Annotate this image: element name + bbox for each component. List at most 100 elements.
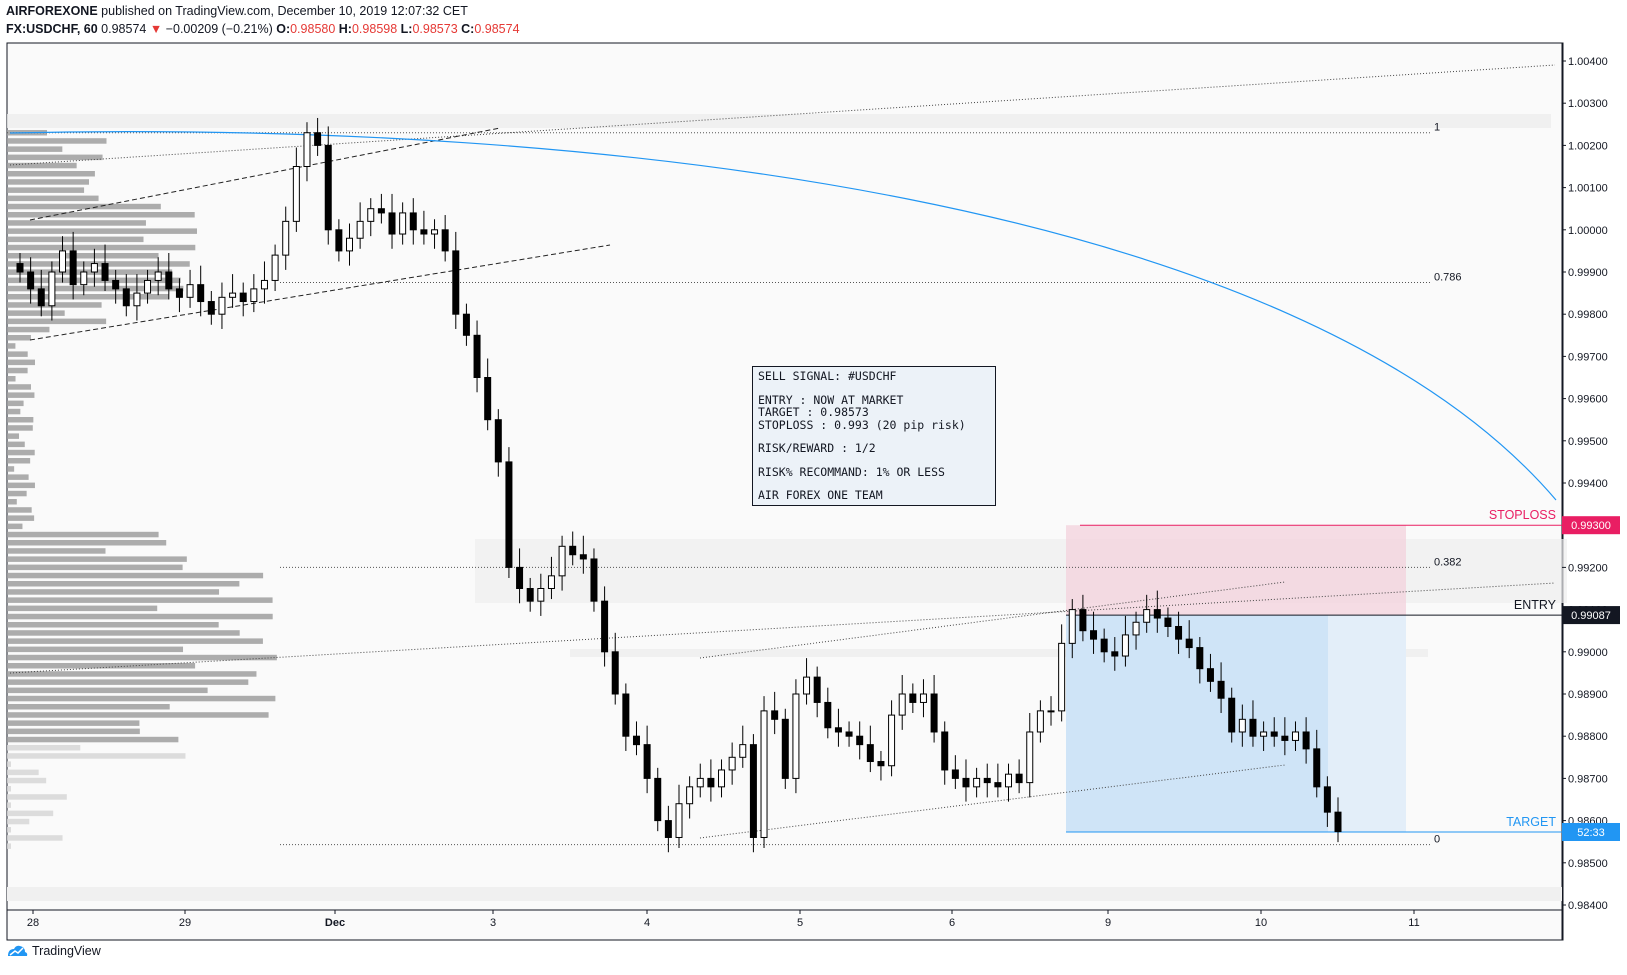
bear-candle-body: [1281, 735, 1289, 741]
candle: [1249, 700, 1257, 747]
bear-candle-body: [37, 288, 45, 307]
candle: [377, 193, 385, 224]
y-tick-label: 1.00000: [1568, 225, 1608, 237]
candle: [122, 274, 130, 317]
footer-brand[interactable]: TradingView: [6, 944, 101, 958]
bull-candle-body: [292, 166, 300, 222]
bear-candle-body: [1164, 617, 1172, 627]
bear-candle-body: [27, 271, 35, 290]
y-tick-label: 1.00200: [1568, 140, 1608, 152]
candle: [260, 261, 268, 304]
volume-profile-bar: [7, 146, 63, 152]
candle: [218, 282, 226, 329]
bear-candle-body: [112, 279, 120, 290]
candle: [654, 767, 662, 832]
bear-candle-body: [1228, 697, 1236, 733]
volume-profile-bar: [7, 630, 240, 636]
price-axis-badge-text: 0.99087: [1571, 610, 1611, 622]
symbol-label[interactable]: FX:USDCHF, 60: [6, 22, 98, 36]
bear-candle-body: [1175, 625, 1183, 640]
candle: [611, 632, 619, 705]
y-tick-label: 0.98400: [1568, 900, 1608, 912]
candle: [494, 409, 502, 477]
bull-candle-body: [250, 288, 258, 303]
volume-profile-bar: [7, 458, 31, 464]
candle: [1068, 599, 1076, 659]
bull-candle-body: [59, 250, 67, 273]
bull-candle-body: [973, 777, 981, 788]
candle: [324, 126, 332, 245]
candle: [632, 721, 640, 756]
candle: [898, 675, 906, 730]
candle: [622, 683, 630, 751]
candle: [1026, 712, 1034, 798]
candle: [728, 742, 736, 785]
bear-candle-body: [930, 693, 938, 733]
candle: [282, 206, 290, 270]
change-arrow-icon: ▼: [149, 22, 163, 36]
bull-candle-body: [1005, 773, 1012, 788]
candle: [1260, 721, 1268, 751]
volume-profile-bar: [7, 597, 273, 603]
bear-candle-body: [632, 735, 640, 746]
volume-profile-bar: [7, 203, 161, 210]
x-tick-label: Dec: [325, 917, 345, 929]
y-tick-label: 0.99800: [1568, 309, 1608, 321]
bear-candle-body: [1217, 680, 1225, 699]
volume-profile-bar: [7, 613, 273, 620]
bear-candle-body: [813, 676, 821, 703]
candle: [1036, 700, 1044, 743]
volume-profile-bar: [7, 818, 30, 825]
candle: [27, 257, 35, 304]
candle: [686, 776, 694, 819]
bull-candle-body: [792, 693, 800, 779]
bull-candle-body: [1291, 731, 1299, 741]
volume-profile-bar: [7, 794, 67, 800]
volume-profile-bar: [7, 220, 146, 226]
bear-candle-body: [1090, 630, 1098, 640]
signal-team: AIR FOREX ONE TEAM: [758, 488, 883, 502]
x-tick-label: 28: [27, 917, 39, 929]
bear-candle-body: [69, 250, 77, 286]
candle: [271, 244, 279, 291]
x-tick-label: 6: [949, 917, 955, 929]
volume-profile-bar: [7, 367, 28, 374]
candle: [186, 269, 194, 308]
y-tick-label: 0.99000: [1568, 647, 1608, 659]
bull-candle-body: [537, 588, 545, 602]
candle: [356, 202, 364, 249]
candle: [866, 725, 874, 773]
candle: [154, 257, 162, 296]
candle: [441, 215, 449, 262]
bull-candle-body: [888, 714, 896, 767]
candle: [175, 278, 183, 313]
volume-profile-bar: [7, 400, 24, 407]
bear-candle-body: [601, 600, 609, 653]
candle: [1079, 594, 1087, 642]
y-tick-label: 1.00300: [1568, 98, 1608, 110]
channel-bottom-line: [29, 244, 611, 341]
bear-candle-body: [314, 132, 322, 146]
bear-candle-body: [771, 710, 779, 720]
bull-candle-body: [1036, 710, 1044, 733]
x-tick-label: 3: [490, 917, 496, 929]
candle: [1164, 607, 1172, 638]
fib-level-label: 0: [1434, 834, 1440, 846]
volume-profile-bar: [7, 277, 181, 284]
high-value: 0.98598: [351, 22, 398, 36]
sell-signal-note[interactable]: SELL SIGNAL: #USDCHF ENTRY : NOW AT MARK…: [752, 366, 996, 506]
candle: [346, 223, 353, 266]
publisher-line: AIRFOREXONE published on TradingView.com…: [6, 4, 468, 18]
bull-candle-body: [718, 769, 726, 788]
price-axis-badge: [1562, 516, 1620, 535]
publisher-name[interactable]: AIRFOREXONE: [6, 4, 98, 18]
y-tick-label: 0.99700: [1568, 351, 1608, 363]
volume-profile-bar: [7, 212, 195, 218]
candle: [314, 117, 322, 156]
volume-profile: [7, 130, 277, 849]
y-tick-label: 0.98800: [1568, 731, 1608, 743]
bear-candle-body: [409, 212, 417, 231]
volume-profile-bar: [7, 285, 184, 292]
bull-candle-body: [367, 208, 375, 222]
candle: [537, 573, 545, 616]
